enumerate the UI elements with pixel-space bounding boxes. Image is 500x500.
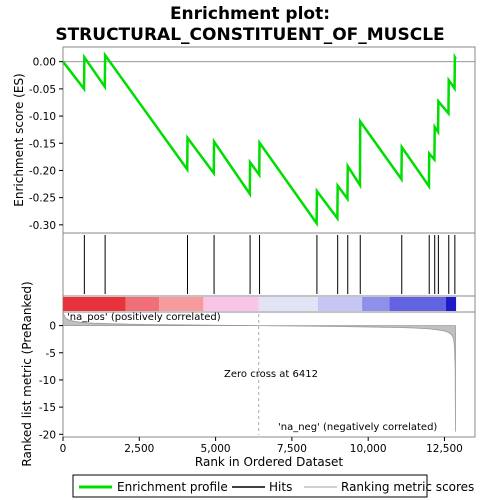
hits-panel [62,232,476,297]
es-y-tick-label: -0.30 [29,220,56,232]
ranking-metric-area [62,312,456,432]
legend-label-ranking-metric: Ranking metric scores [341,480,474,494]
colorbar-segment [203,297,259,311]
zero-cross-label: Zero cross at 6412 [224,369,318,380]
metric-y-tick-label: 0 [49,321,56,333]
legend: Enrichment profile Hits Ranking metric s… [72,474,474,498]
metric-y-tick-label: -20 [39,429,56,441]
x-axis: 0 2,500 5,000 7,500 10,000 12,500 [60,437,463,455]
enrichment-profile-line [62,51,457,228]
metric-panel: 0 -5 -10 -15 -20 Zero cross at 6412 'na_pos'… [20,281,476,467]
colorbar-panel [62,295,476,313]
x-tick-label: 7,500 [277,443,307,455]
hit-markers [83,235,456,294]
x-tick-label: 12,500 [426,443,463,455]
colorbar-segment [63,297,126,311]
es-panel: 0.00 -0.05 -0.10 -0.15 -0.20 -0.25 -0.30 Enric… [12,46,476,234]
colorbar-segment [317,297,363,311]
es-y-tick-label: -0.25 [29,193,56,205]
colorbar-segment [389,297,447,311]
colorbar-segment [125,297,160,311]
x-axis-label: Rank in Ordered Dataset [195,455,343,469]
legend-frame [72,474,428,498]
rank-colorbar [63,297,457,311]
chart-title-line2: STRUCTURAL_CONSTITUENT_OF_MUSCLE [55,25,444,45]
colorbar-segment [362,297,390,311]
metric-panel-frame [62,311,476,438]
x-tick-label: 0 [60,443,67,455]
legend-label-enrichment-profile: Enrichment profile [117,480,228,494]
colorbar-segment [446,297,457,311]
es-y-tick-label: 0.00 [33,57,56,69]
es-y-tick-label: -0.05 [29,84,56,96]
metric-y-tick-label: -5 [46,348,56,360]
legend-label-hits: Hits [269,480,292,494]
colorbar-segment [159,297,204,311]
es-panel-frame [62,46,476,234]
chart-title-line1: Enrichment plot: [170,4,330,24]
es-y-label: Enrichment score (ES) [12,73,26,206]
x-tick-label: 10,000 [350,443,387,455]
metric-y-label: Ranked list metric (PreRanked) [20,281,34,466]
hits-panel-frame [62,232,476,297]
metric-y-tick-label: -15 [39,402,56,414]
x-tick-label: 2,500 [124,443,154,455]
neg-label: 'na_neg' (negatively correlated) [278,422,437,433]
x-tick-label: 5,000 [201,443,231,455]
metric-y-axis: 0 -5 -10 -15 -20 [39,321,63,441]
es-y-axis: 0.00 -0.05 -0.10 -0.15 -0.20 -0.25 -0.30 [29,57,63,232]
metric-y-tick-label: -10 [39,375,56,387]
pos-label: 'na_pos' (positively correlated) [67,312,221,323]
colorbar-segment [258,297,318,311]
es-y-tick-label: -0.10 [29,111,56,123]
es-y-tick-label: -0.15 [29,138,56,150]
es-y-tick-label: -0.20 [29,165,56,177]
